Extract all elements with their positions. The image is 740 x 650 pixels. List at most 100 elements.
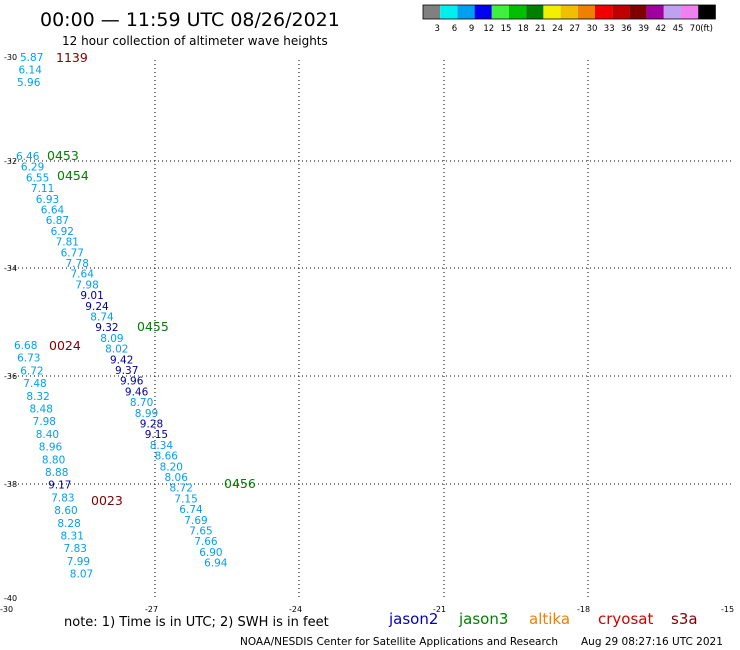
color-scale-label: 21 [535,24,546,34]
wave-height-value: 7.98 [33,416,56,428]
wave-height-value: 7.98 [75,279,98,291]
wave-height-value: 8.32 [26,391,49,403]
wave-height-value: 7.83 [51,492,74,504]
color-scale-label: 24 [552,24,563,34]
legend-jason2: jason2 [388,610,438,628]
wave-height-value: 5.96 [17,77,41,89]
color-scale-label: 18 [518,24,529,34]
pass-time-label: 0454 [57,168,89,183]
wave-height-value: 8.02 [105,344,128,356]
legend-s3a: s3a [671,610,698,628]
latitude-label: -32 [4,157,17,166]
color-swatch [526,5,544,19]
wave-height-value: 6.92 [51,226,74,238]
wave-height-value: 8.28 [57,518,80,530]
color-swatch [491,5,509,19]
footer-note: note: 1) Time is in UTC; 2) SWH is in fe… [64,615,329,630]
wave-height-value: 8.20 [160,461,183,473]
legend-altika: altika [529,610,570,628]
color-scale-label: 42 [655,24,666,34]
wave-height-value: 6.93 [36,194,59,206]
latitude-label: -38 [4,480,17,489]
wave-height-value: 9.42 [110,354,133,366]
color-swatch [698,5,716,19]
color-scale-label: 27 [569,24,580,34]
wave-height-value: 8.07 [70,569,93,581]
color-swatch [440,5,458,19]
wave-height-value: 7.64 [71,269,95,281]
wave-height-value: 7.15 [174,493,197,505]
color-swatch [560,5,578,19]
pass-time-label: 0456 [224,476,256,491]
color-scale-label: 45 [673,24,684,34]
map-subtitle: 12 hour collection of altimeter wave hei… [62,34,328,48]
longitude-label: -27 [145,605,158,614]
wave-height-value: 7.48 [23,378,46,390]
wave-height-value: 6.68 [14,340,37,352]
latitude-label: -36 [4,372,17,381]
color-scale-label: 12 [483,24,494,34]
color-scale-label: (ft) [700,24,713,34]
wave-height-value: 6.46 [16,151,40,163]
color-swatch [577,5,595,19]
longitude-label: -21 [433,605,446,614]
color-scale-label: 15 [501,24,512,34]
legend-jason3: jason3 [458,610,508,628]
latitude-label: -34 [4,264,17,273]
color-swatch [629,5,647,19]
wave-height-value: 6.90 [199,547,222,559]
altimeter-tracks: 5.876.145.96 6.466.296.557.116.936.646.87… [14,52,228,581]
longitude-label: -30 [0,605,13,614]
wave-height-value: 9.01 [80,290,103,302]
footer-credit: NOAA/NESDIS Center for Satellite Applica… [240,636,558,648]
wave-height-value: 9.28 [140,419,163,431]
wave-height-value: 8.31 [61,531,84,543]
pass-time-label: 0453 [47,148,79,163]
wave-height-value: 7.65 [189,526,212,538]
color-scale-label: 70 [690,24,701,34]
wave-height-value: 6.29 [21,162,44,174]
wave-height-value: 8.72 [170,483,193,495]
wave-height-value: 8.34 [150,440,174,452]
wave-height-value: 8.99 [135,408,158,420]
wave-height-value: 7.78 [66,258,89,270]
color-scale-label: 39 [638,24,649,34]
color-swatch [646,5,664,19]
longitude-labels: -30 -27 -24 -21 -18 -15 [0,605,734,614]
wave-height-value: 8.70 [130,397,153,409]
wave-height-value: 6.73 [17,353,40,365]
lat-lon-grid [10,60,732,598]
pass-time-label: 0024 [49,338,81,353]
wave-height-value: 6.72 [20,365,43,377]
color-scale-label: 9 [469,24,474,34]
wave-height-value: 6.74 [179,504,203,516]
latitude-labels: -30 -32 -34 -36 -38 -40 [4,53,17,603]
wave-height-value: 8.74 [90,312,114,324]
wave-height-value: 7.81 [56,237,79,249]
latitude-label: -30 [4,53,17,62]
latitude-label: -40 [4,594,17,603]
wave-height-value: 9.17 [48,480,71,492]
wave-height-value: 6.55 [26,172,49,184]
color-scale-frame [422,4,716,20]
color-scale-label: 33 [604,24,615,34]
wave-height-value: 8.48 [30,404,53,416]
longitude-label: -15 [721,605,734,614]
legend-cryosat: cryosat [598,610,653,628]
wave-height-value: 9.96 [120,376,144,388]
wave-height-value: 9.24 [85,301,109,313]
wave-height-value: 8.80 [42,454,65,466]
longitude-label: -18 [577,605,590,614]
pass-time-label: 0455 [137,319,169,334]
color-swatch [612,5,630,19]
pass-time-label: 1139 [56,50,88,65]
wave-height-value: 9.15 [145,429,168,441]
wave-height-value: 7.99 [67,556,90,568]
color-scale-label: 3 [434,24,439,34]
color-swatch [595,5,613,19]
color-scale-label: 6 [452,24,457,34]
wave-height-value: 7.66 [194,536,218,548]
map-title: 00:00 — 11:59 UTC 08/26/2021 [40,9,340,31]
wave-height-value: 7.11 [31,183,54,195]
